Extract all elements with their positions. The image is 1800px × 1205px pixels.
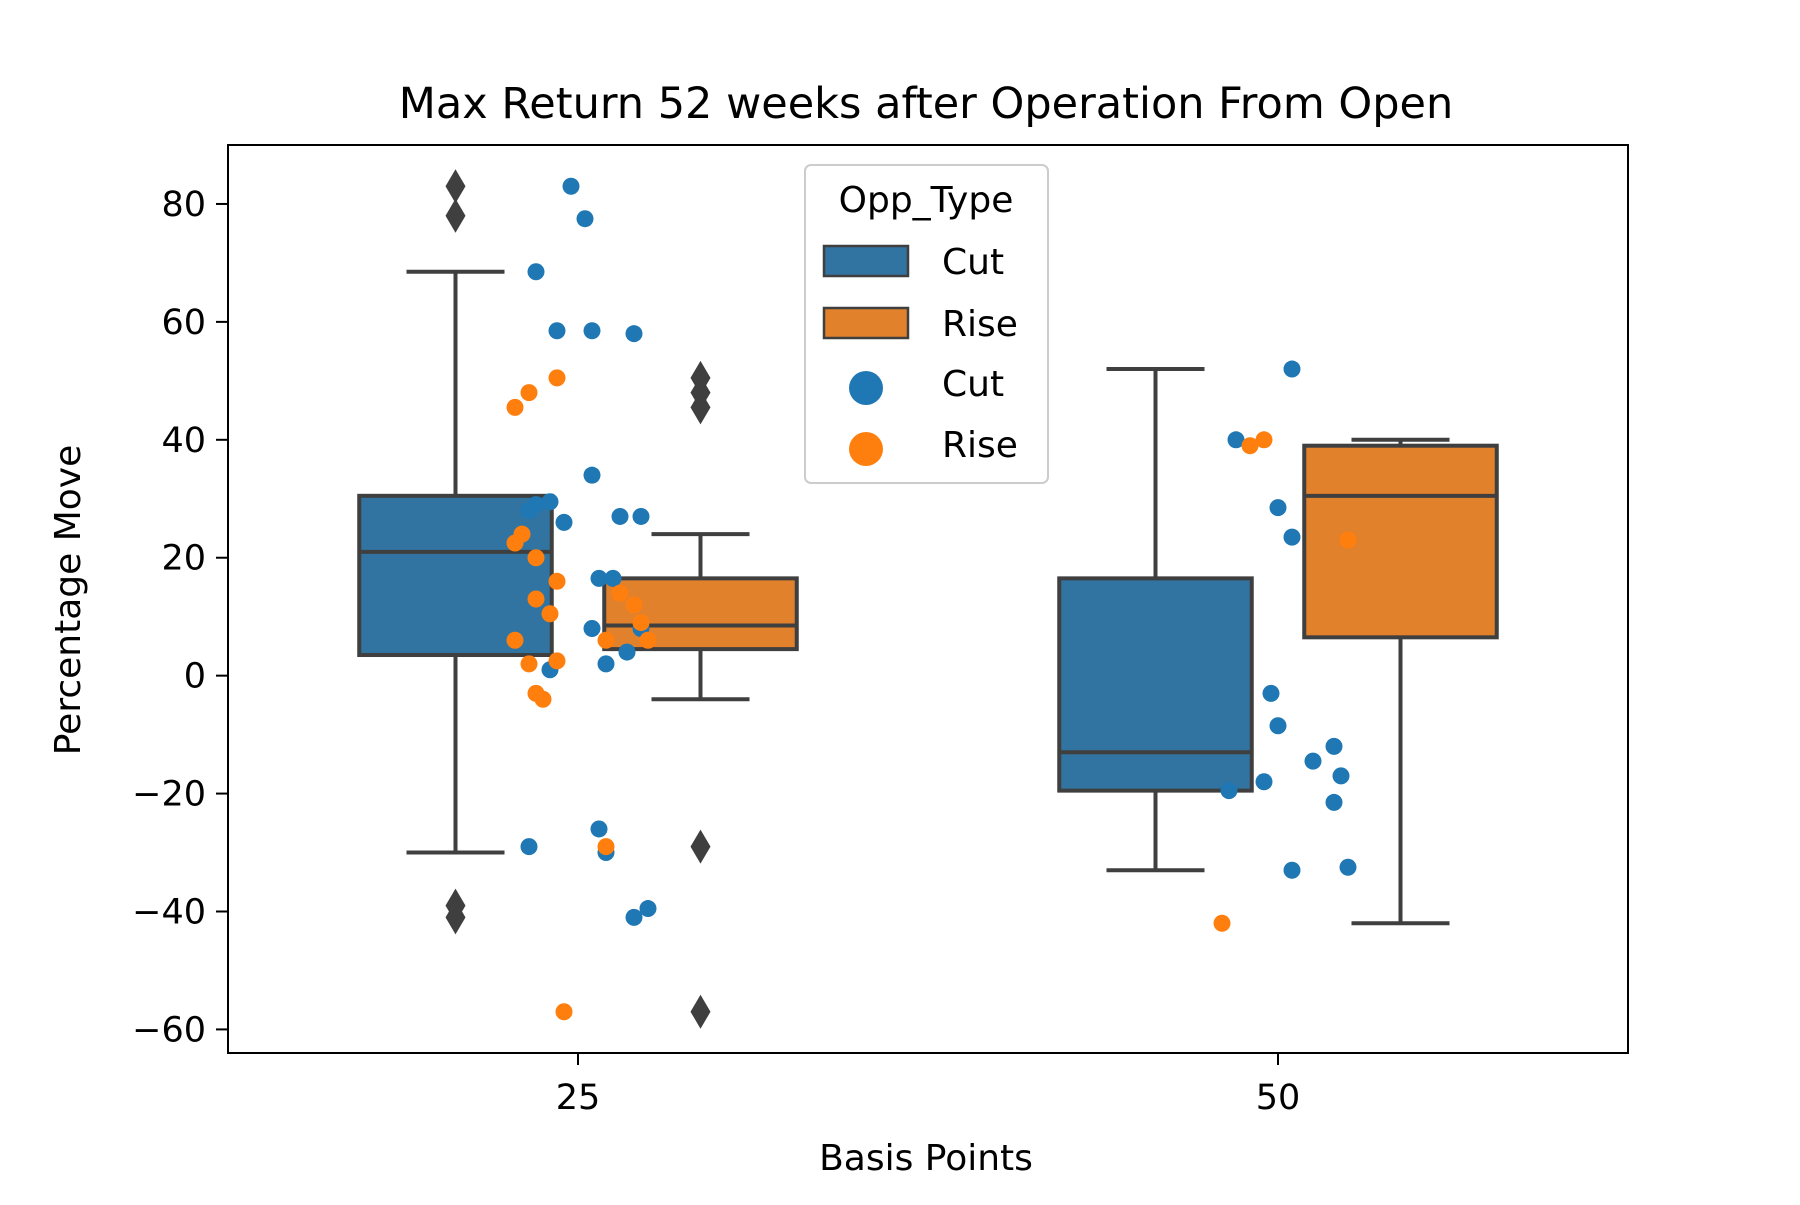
y-tick-label: −60 bbox=[132, 1010, 206, 1050]
y-tick-label: 0 bbox=[184, 657, 206, 697]
strip-point-25-rise bbox=[548, 369, 566, 387]
box-25-cut-iqr-box bbox=[357, 493, 554, 658]
strip-point-25-rise bbox=[527, 549, 545, 567]
legend-label-cut-point: Cut bbox=[942, 364, 1004, 405]
box-25-rise-iqr-box bbox=[602, 576, 799, 652]
strip-point-50-cut bbox=[1220, 782, 1238, 800]
box-25-cut-outlier-marker bbox=[445, 900, 466, 935]
box-50-rise-iqr-box bbox=[1302, 443, 1499, 640]
y-tick-label: 40 bbox=[161, 421, 206, 461]
legend-label-cut-box: Cut bbox=[942, 242, 1004, 283]
strip-point-50-cut bbox=[1255, 773, 1273, 791]
box-25-rise-outlier-marker bbox=[690, 390, 711, 425]
strip-point-25-rise bbox=[541, 605, 559, 623]
box-25-cut-outlier-marker bbox=[445, 198, 466, 233]
strip-point-50-cut bbox=[1304, 752, 1322, 770]
legend: Opp_Type Cut Rise Cut Rise bbox=[804, 164, 1049, 484]
strip-point-25-cut bbox=[548, 322, 566, 340]
strip-point-25-cut bbox=[597, 655, 615, 673]
strip-point-25-cut bbox=[527, 263, 545, 281]
strip-point-50-cut bbox=[1227, 431, 1245, 449]
strip-point-25-cut bbox=[583, 619, 601, 637]
strip-point-25-cut bbox=[639, 900, 657, 918]
strip-point-25-rise bbox=[506, 631, 524, 649]
x-tick-label: 25 bbox=[556, 1078, 601, 1118]
strip-point-50-cut bbox=[1269, 717, 1287, 735]
strip-point-25-rise bbox=[555, 1003, 573, 1021]
y-axis-label: Percentage Move bbox=[48, 445, 89, 756]
x-tick-label: 50 bbox=[1256, 1078, 1301, 1118]
strip-point-25-rise bbox=[611, 584, 629, 602]
legend-title: Opp_Type bbox=[839, 180, 1014, 221]
strip-point-50-cut bbox=[1262, 684, 1280, 702]
y-tick-label: 20 bbox=[161, 539, 206, 579]
y-axis-ticks: −60 −40 −20 0 20 40 60 80 bbox=[132, 185, 228, 1050]
strip-point-50-cut bbox=[1325, 737, 1343, 755]
boxes-layer bbox=[357, 169, 1499, 1029]
box-25-rise-outlier-marker bbox=[690, 994, 711, 1029]
strip-point-50-cut bbox=[1332, 767, 1350, 785]
strip-point-25-cut bbox=[555, 513, 573, 531]
strip-point-25-cut bbox=[590, 569, 608, 587]
strip-point-25-cut bbox=[520, 502, 538, 520]
strip-point-25-cut bbox=[520, 838, 538, 856]
y-tick-label: 80 bbox=[161, 185, 206, 225]
strip-point-25-cut bbox=[583, 466, 601, 484]
strip-point-25-cut bbox=[590, 820, 608, 838]
strip-point-25-cut bbox=[541, 493, 559, 511]
legend-swatch-rise-box bbox=[822, 306, 910, 340]
chart-title: Max Return 52 weeks after Operation From… bbox=[399, 79, 1453, 129]
strip-point-25-rise bbox=[639, 631, 657, 649]
y-tick-label: −20 bbox=[132, 775, 206, 815]
legend-swatch-cut-box bbox=[822, 244, 910, 278]
strip-point-25-cut bbox=[618, 643, 636, 661]
strip-point-25-rise bbox=[597, 838, 615, 856]
strip-point-25-cut bbox=[562, 177, 580, 195]
legend-marker-cut-point bbox=[849, 371, 883, 405]
box-25-rise-outlier-marker bbox=[690, 829, 711, 864]
strip-point-25-rise bbox=[520, 384, 538, 402]
box-50-cut-iqr-box bbox=[1057, 576, 1254, 793]
strip-point-25-rise bbox=[548, 652, 566, 670]
strip-point-25-rise bbox=[625, 596, 643, 614]
strip-point-50-cut bbox=[1325, 793, 1343, 811]
strip-point-25-rise bbox=[513, 525, 531, 543]
strip-point-50-cut bbox=[1283, 360, 1301, 378]
strip-point-25-rise bbox=[527, 590, 545, 608]
strip-point-25-cut bbox=[625, 908, 643, 926]
strip-point-50-cut bbox=[1283, 861, 1301, 879]
strip-point-25-rise bbox=[520, 655, 538, 673]
points-layer bbox=[506, 177, 1357, 1021]
strip-point-50-cut bbox=[1283, 528, 1301, 546]
legend-marker-rise-point bbox=[849, 432, 883, 466]
box-25-cut-outlier-marker bbox=[445, 169, 466, 204]
strip-point-25-rise bbox=[597, 631, 615, 649]
plot-frame bbox=[227, 144, 1629, 1054]
strip-point-25-rise bbox=[632, 614, 650, 632]
strip-point-25-cut bbox=[625, 325, 643, 343]
strip-point-25-rise bbox=[548, 572, 566, 590]
strip-point-25-rise bbox=[534, 690, 552, 708]
strip-point-25-rise bbox=[506, 398, 524, 416]
strip-point-50-cut bbox=[1269, 499, 1287, 517]
strip-point-25-cut bbox=[583, 322, 601, 340]
y-tick-label: 60 bbox=[161, 303, 206, 343]
strip-point-50-rise bbox=[1241, 437, 1259, 455]
strip-point-25-cut bbox=[604, 569, 622, 587]
strip-point-50-rise bbox=[1213, 914, 1231, 932]
legend-label-rise-point: Rise bbox=[942, 425, 1018, 466]
y-tick-label: −40 bbox=[132, 892, 206, 932]
strip-point-50-rise bbox=[1255, 431, 1273, 449]
strip-point-25-cut bbox=[611, 507, 629, 525]
legend-label-rise-box: Rise bbox=[942, 304, 1018, 345]
x-axis-ticks: 25 50 bbox=[556, 1053, 1301, 1118]
strip-point-50-rise bbox=[1339, 531, 1357, 549]
strip-point-25-cut bbox=[632, 507, 650, 525]
strip-point-25-cut bbox=[576, 210, 594, 228]
x-axis-label: Basis Points bbox=[819, 1138, 1033, 1179]
strip-point-50-cut bbox=[1339, 858, 1357, 876]
